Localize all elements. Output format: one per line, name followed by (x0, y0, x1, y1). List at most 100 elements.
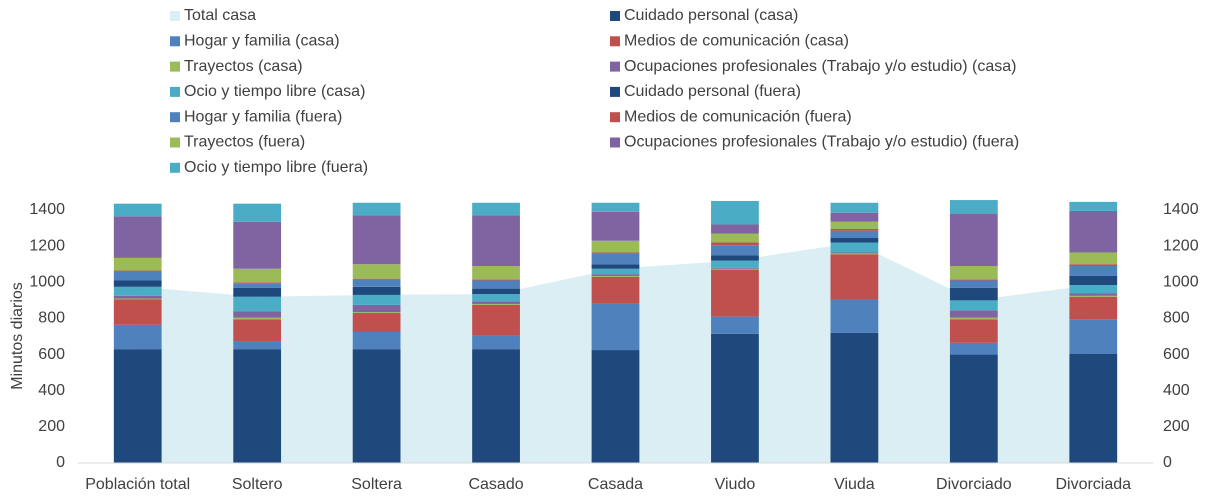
y2-tick-label: 1000 (1163, 274, 1199, 291)
y-tick-label: 600 (38, 346, 65, 363)
bar-segment (352, 312, 401, 314)
bar-segment (711, 269, 759, 317)
bar-segment (711, 255, 759, 261)
bar-segment (472, 266, 520, 280)
bar-segment (233, 282, 282, 284)
y-tick-label: 200 (38, 418, 65, 435)
bar-segment (472, 202, 520, 216)
bar-segment (233, 311, 282, 318)
bar-segment (352, 264, 401, 279)
legend-label: Ocupaciones profesionales (Trabajo y/o e… (624, 134, 1019, 151)
x-tick-label: Soltero (232, 476, 283, 493)
bar-segment (591, 253, 640, 265)
bar-segment (113, 280, 162, 287)
bar-segment (711, 260, 759, 268)
legend-label: Trayectos (fuera) (184, 134, 305, 151)
legend-swatch (170, 11, 180, 21)
bar-segment (949, 342, 998, 355)
bar-segment (352, 294, 401, 305)
bar-segment (113, 257, 162, 271)
bar-segment (233, 317, 282, 320)
bar-segment (472, 215, 520, 267)
bar-segment (113, 286, 162, 296)
bar-segment (591, 275, 640, 277)
bar-segment (949, 354, 998, 463)
bar-segment (830, 252, 879, 254)
bar-segment (591, 240, 640, 253)
bar-segment (830, 230, 879, 239)
legend-swatch (170, 36, 180, 47)
legend-label: Cuidado personal (casa) (624, 7, 798, 24)
legend-label: Total casa (184, 7, 256, 24)
bar-segment (1069, 266, 1118, 276)
bar-segment (1069, 264, 1118, 267)
bar-segment (591, 350, 640, 463)
bar-segment (113, 216, 162, 258)
bar-segment (352, 202, 401, 216)
y2-tick-label: 800 (1163, 310, 1190, 327)
bar-segment (949, 280, 998, 288)
bar-segment (233, 221, 282, 269)
y2-tick-label: 200 (1163, 418, 1190, 435)
y-tick-label: 1200 (29, 237, 65, 254)
legend-swatch (610, 11, 620, 21)
bar-segment (591, 211, 640, 241)
legend-label: Ocupaciones profesionales (Trabajo y/o e… (624, 58, 1017, 75)
bar-segment (949, 200, 998, 214)
bar-segment (1069, 252, 1118, 265)
bar-segment (830, 228, 879, 231)
bar-segment (949, 300, 998, 311)
bar-segment (591, 252, 640, 254)
bar-segment (830, 212, 879, 222)
bar-segment (113, 271, 162, 281)
bar-segment (352, 286, 401, 295)
bar-segment (591, 274, 640, 276)
bar-segment (472, 280, 520, 289)
bar-segment (711, 245, 759, 256)
bar-segment (949, 287, 998, 301)
bar-segment (830, 238, 879, 243)
bar-segment (591, 303, 640, 351)
legend-label: Ocio y tiempo libre (casa) (184, 83, 365, 100)
bar-segment (233, 296, 282, 312)
bar-segment (233, 341, 282, 350)
legend-swatch (610, 61, 620, 72)
legend-label: Medios de comunicación (casa) (624, 33, 849, 50)
bar-segment (949, 317, 998, 320)
bar-segment (711, 268, 759, 270)
legend-swatch (610, 112, 620, 123)
y2-tick-label: 1400 (1163, 201, 1199, 218)
y-tick-label: 400 (38, 382, 65, 399)
bar-segment (711, 333, 759, 463)
y2-tick-label: 1200 (1163, 237, 1199, 254)
legend-swatch (170, 61, 180, 72)
y-tick-label: 1000 (29, 274, 65, 291)
bar-segment (472, 349, 520, 463)
legend-swatch (610, 137, 620, 148)
bar-segment (113, 270, 162, 272)
bar-segment (352, 349, 401, 463)
bar-segment (113, 295, 162, 299)
bar-segment (830, 221, 879, 229)
legend-swatch (610, 86, 620, 97)
bar-segment (711, 233, 759, 243)
bar-segment (1069, 295, 1118, 297)
x-tick-label: Soltera (351, 476, 402, 493)
legend-label: Hogar y familia (fuera) (184, 108, 342, 125)
bar-segment (352, 304, 401, 313)
bar-segment (711, 224, 759, 234)
bar-segment (591, 268, 640, 275)
legend-label: Ocio y tiempo libre (fuera) (184, 159, 368, 176)
bar-segment (113, 349, 162, 463)
x-tick-label: Viudo (715, 476, 756, 493)
bar-segment (472, 304, 520, 336)
legend-swatch (170, 86, 180, 97)
y-axis-label: Minutos diarios (9, 282, 26, 390)
bar-segment (830, 253, 879, 255)
bar-segment (591, 276, 640, 304)
bar-segment (591, 202, 640, 212)
bar-segment (113, 298, 162, 300)
bar-segment (472, 294, 520, 302)
bar-segment (472, 301, 520, 304)
bar-segment (830, 242, 879, 253)
